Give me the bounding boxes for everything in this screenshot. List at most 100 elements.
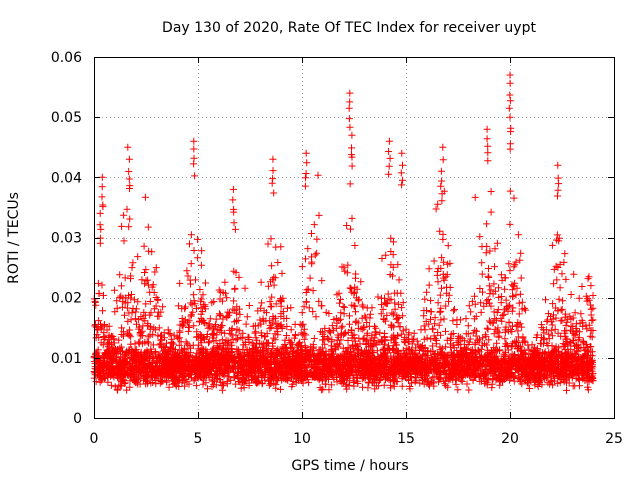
data-point bbox=[501, 326, 509, 334]
data-point bbox=[586, 343, 594, 350]
data-point bbox=[514, 231, 522, 239]
data-point bbox=[384, 374, 392, 382]
data-point bbox=[272, 300, 280, 308]
data-point bbox=[371, 361, 379, 368]
data-point bbox=[365, 379, 373, 387]
data-point bbox=[557, 317, 565, 325]
data-point bbox=[525, 345, 533, 353]
data-point bbox=[277, 321, 285, 329]
data-point bbox=[159, 344, 167, 352]
data-point bbox=[131, 315, 139, 323]
data-point bbox=[223, 377, 231, 385]
data-point bbox=[162, 362, 170, 369]
data-point bbox=[551, 359, 559, 367]
data-point bbox=[149, 330, 157, 338]
data-point bbox=[237, 333, 245, 341]
data-point bbox=[333, 374, 340, 381]
data-point bbox=[542, 296, 549, 304]
data-point bbox=[412, 376, 420, 384]
data-point bbox=[283, 344, 290, 352]
data-point bbox=[185, 317, 193, 325]
data-point bbox=[549, 300, 557, 308]
data-point bbox=[193, 305, 200, 312]
data-point bbox=[144, 320, 152, 328]
data-point bbox=[220, 367, 228, 375]
data-point bbox=[338, 263, 346, 271]
data-point bbox=[510, 282, 517, 290]
data-point bbox=[434, 373, 442, 381]
data-point bbox=[380, 344, 388, 352]
data-point bbox=[212, 315, 220, 323]
data-point bbox=[95, 317, 103, 325]
data-point bbox=[439, 143, 447, 151]
data-point bbox=[437, 316, 445, 324]
data-point bbox=[517, 249, 525, 257]
data-point bbox=[515, 299, 523, 307]
data-point bbox=[208, 299, 216, 307]
data-point bbox=[491, 315, 499, 323]
data-point bbox=[391, 289, 399, 297]
data-point bbox=[381, 337, 389, 345]
data-point bbox=[389, 263, 397, 271]
data-point bbox=[421, 295, 429, 303]
data-point bbox=[374, 293, 382, 301]
data-point bbox=[105, 322, 113, 330]
data-point bbox=[105, 331, 113, 339]
data-point bbox=[184, 272, 192, 280]
data-point bbox=[106, 355, 114, 363]
data-point bbox=[111, 383, 119, 391]
data-point bbox=[175, 341, 183, 349]
data-point bbox=[194, 235, 202, 243]
data-point bbox=[459, 366, 467, 374]
data-point bbox=[95, 290, 103, 298]
data-point bbox=[223, 314, 231, 321]
data-point bbox=[259, 379, 266, 387]
data-point bbox=[257, 320, 265, 328]
data-point bbox=[315, 375, 323, 383]
data-point bbox=[523, 379, 531, 386]
data-point bbox=[159, 303, 167, 311]
data-point bbox=[582, 292, 590, 300]
data-point bbox=[493, 239, 501, 247]
data-point bbox=[381, 330, 389, 337]
data-point bbox=[408, 355, 416, 363]
data-point bbox=[505, 260, 513, 268]
data-point bbox=[544, 310, 552, 318]
data-point bbox=[200, 365, 208, 373]
data-point bbox=[544, 355, 552, 363]
data-point bbox=[309, 350, 316, 358]
data-point bbox=[433, 271, 441, 279]
data-point bbox=[515, 310, 523, 318]
data-point bbox=[191, 300, 199, 308]
data-point bbox=[283, 369, 291, 376]
data-point bbox=[208, 346, 216, 354]
data-point bbox=[381, 294, 388, 302]
data-point bbox=[573, 361, 581, 368]
data-point bbox=[453, 361, 461, 369]
data-point bbox=[252, 328, 260, 336]
data-point bbox=[442, 327, 449, 335]
data-point bbox=[198, 247, 206, 255]
data-point bbox=[233, 317, 240, 325]
data-point bbox=[478, 243, 486, 251]
data-point bbox=[223, 341, 231, 349]
data-point bbox=[328, 338, 336, 346]
data-point bbox=[321, 340, 329, 348]
data-point bbox=[545, 349, 553, 357]
data-point bbox=[174, 368, 182, 376]
data-point bbox=[387, 352, 395, 360]
data-point bbox=[388, 309, 396, 317]
data-point bbox=[432, 205, 440, 213]
data-point bbox=[501, 353, 509, 360]
data-point bbox=[346, 312, 353, 320]
data-point bbox=[453, 321, 461, 328]
data-point bbox=[347, 327, 355, 334]
data-point bbox=[471, 369, 479, 377]
data-point bbox=[337, 309, 345, 317]
data-point bbox=[136, 329, 144, 336]
data-point bbox=[197, 349, 205, 357]
data-point bbox=[427, 297, 435, 305]
data-point bbox=[399, 327, 407, 335]
data-point bbox=[557, 364, 565, 372]
data-point bbox=[472, 312, 480, 320]
